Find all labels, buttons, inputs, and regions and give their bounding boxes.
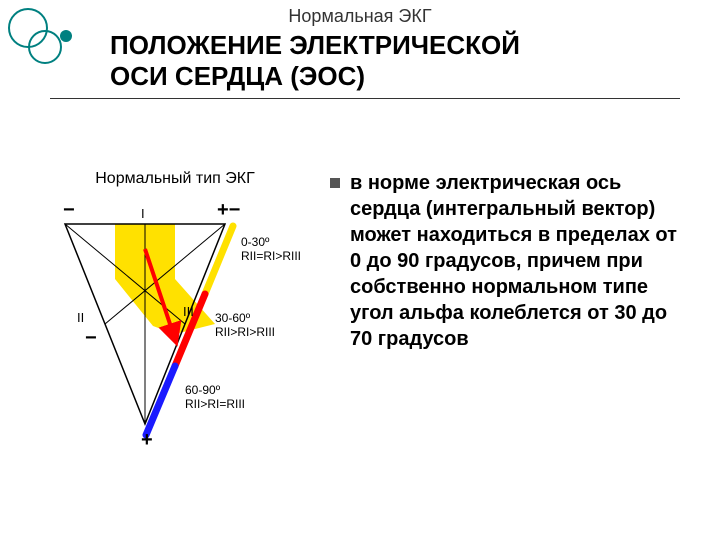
body-text: в норме электрическая ось сердца (интегр… [330,170,680,352]
slide-title: ПОЛОЖЕНИЕ ЭЛЕКТРИЧЕСКОЙ ОСИ СЕРДЦА (ЭОС) [110,30,680,92]
yellow-region [115,224,215,334]
decoration-circle-2 [28,30,62,64]
lead-III: III [183,304,194,319]
slide: Нормальная ЭКГ ПОЛОЖЕНИЕ ЭЛЕКТРИЧЕСКОЙ О… [0,0,720,540]
band-yellow [205,226,233,294]
band3-rel: RII>RI=RIII [185,397,245,411]
sign-top-left: − [63,199,75,221]
band1-rel: RII=RI>RIII [241,249,301,263]
bullet-item: в норме электрическая ось сердца (интегр… [330,170,680,352]
band3-deg: 60-90º [185,383,221,397]
title-line-1: ПОЛОЖЕНИЕ ЭЛЕКТРИЧЕСКОЙ [110,30,520,60]
sign-mid-left: − [85,327,97,349]
sign-apex: + [141,429,153,451]
diagram-figure: Нормальный тип ЭКГ − +− − [45,170,305,454]
bullet-square-icon [330,178,340,188]
lead-I: I [141,206,145,221]
band2-deg: 30-60º [215,311,251,325]
title-line-2: ОСИ СЕРДЦА (ЭОС) [110,61,365,91]
bullet-text: в норме электрическая ось сердца (интегр… [350,170,680,352]
band-blue [146,366,175,435]
sign-top-right: +− [217,199,240,221]
decoration-dot [60,30,72,42]
horizontal-rule [50,98,680,99]
lead-II: II [77,310,84,325]
diagram-title: Нормальный тип ЭКГ [45,170,305,188]
ecg-axis-diagram: − +− − + I II III 0-30º RII=RI>RIII 30-6… [45,194,305,454]
band1-deg: 0-30º [241,235,270,249]
band2-rel: RII>RI>RIII [215,325,275,339]
slide-kicker: Нормальная ЭКГ [0,6,720,27]
